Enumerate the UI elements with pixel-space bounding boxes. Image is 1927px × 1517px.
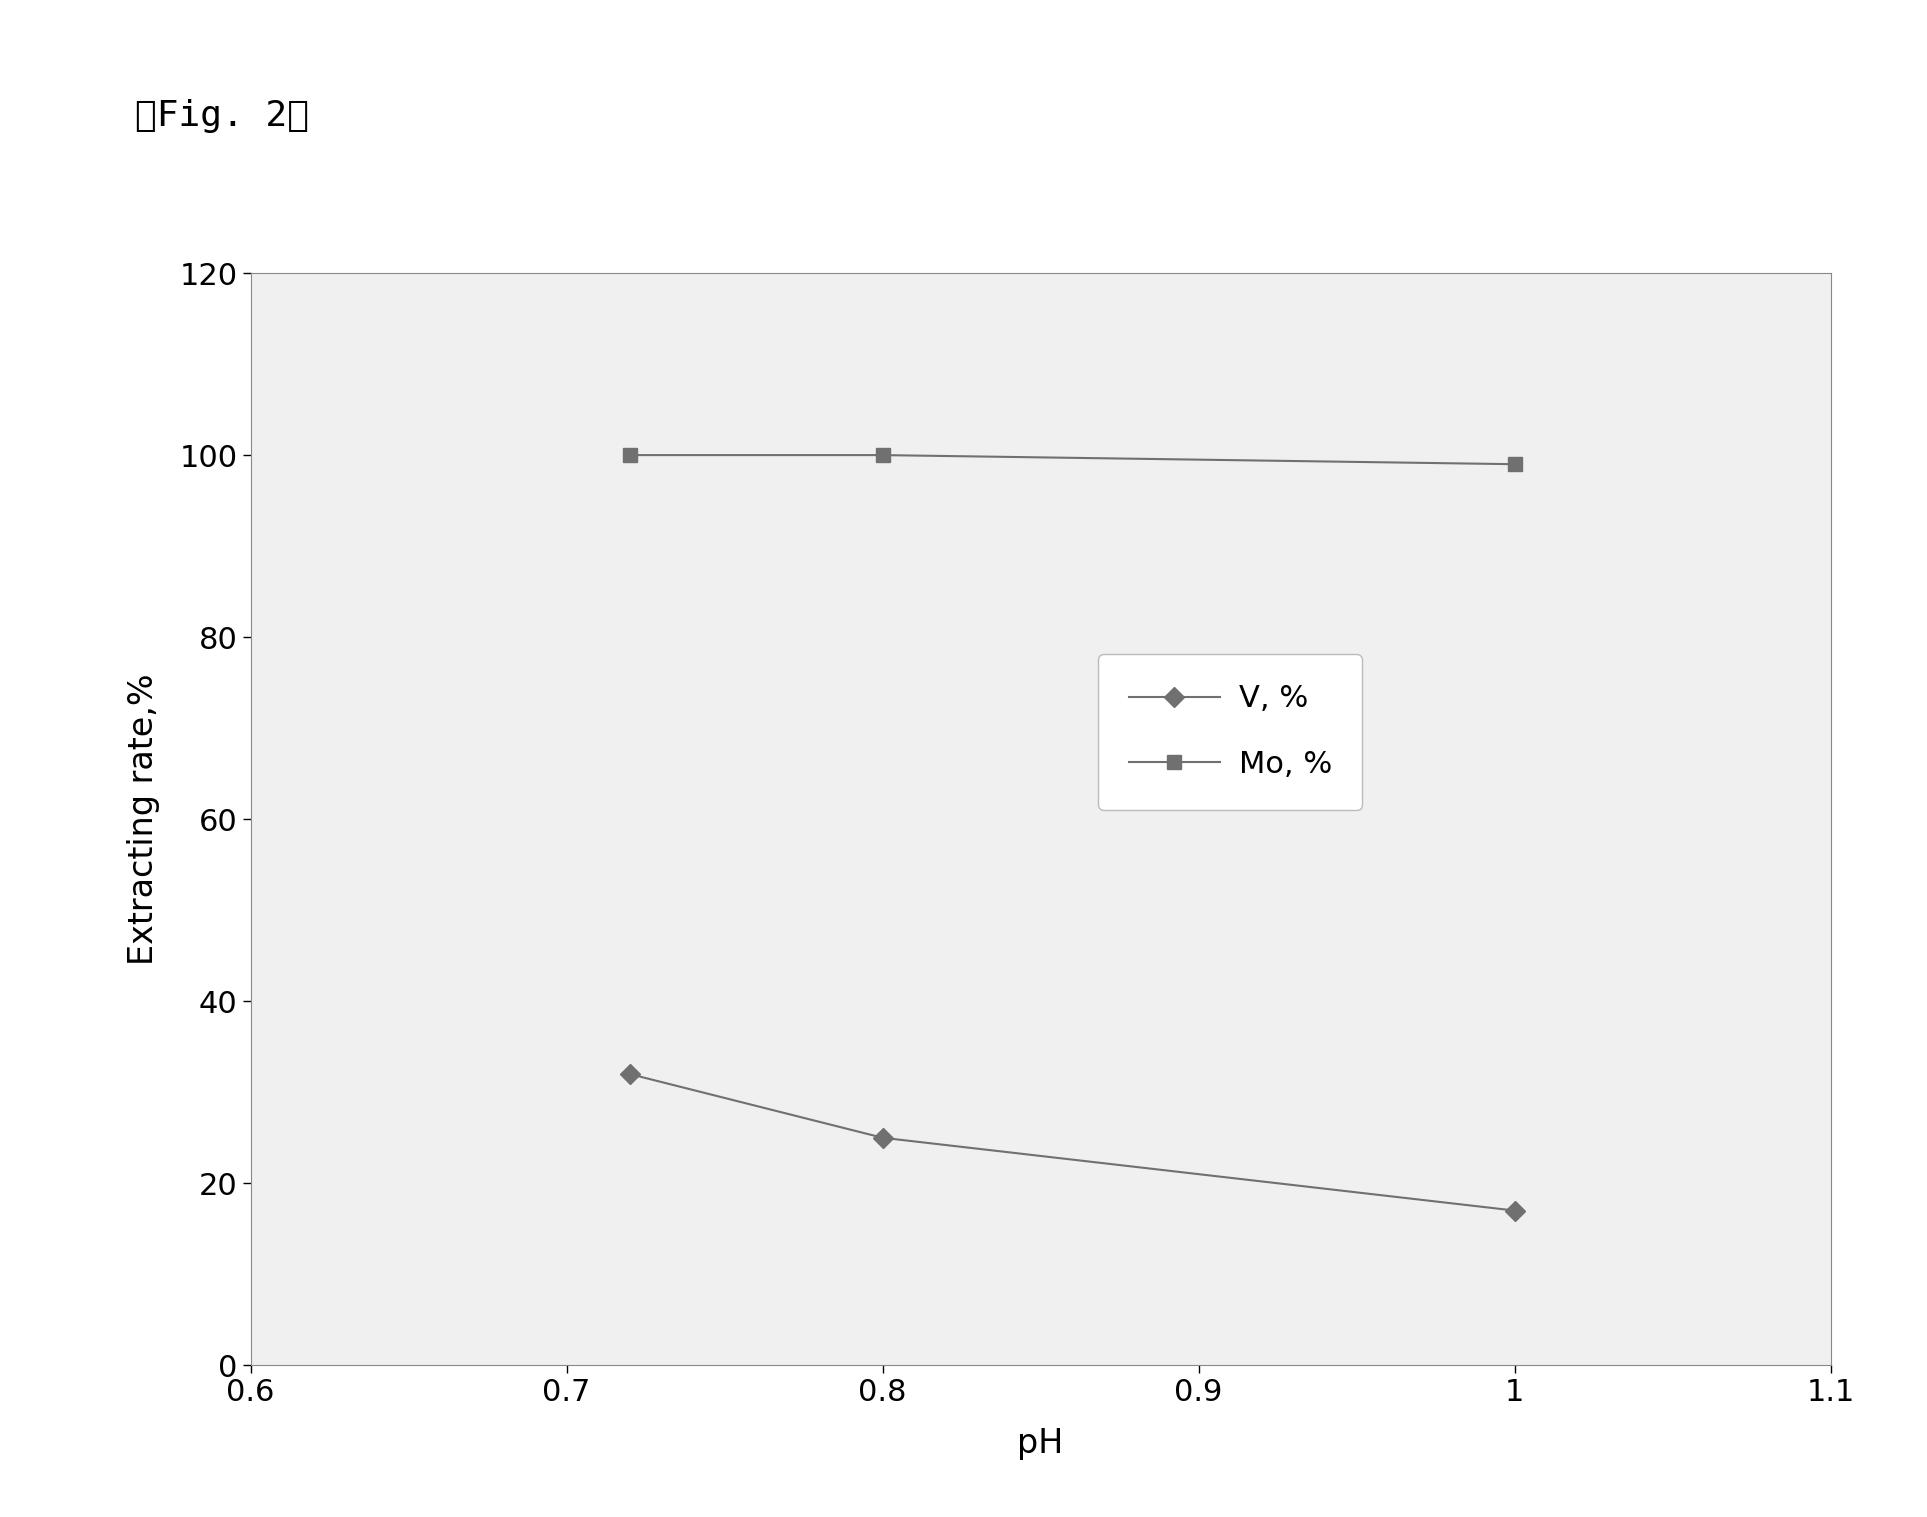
X-axis label: pH: pH [1017, 1427, 1064, 1459]
Mo, % [871, 446, 894, 464]
Y-axis label: Extracting rate,%: Extracting rate,% [127, 674, 160, 965]
V, % [871, 1129, 894, 1147]
Line: Mo, %: Mo, % [622, 448, 1522, 472]
Legend: V, %, Mo, %: V, %, Mo, % [1098, 654, 1362, 810]
Mo, % [1503, 455, 1526, 473]
V, % [619, 1065, 642, 1083]
Mo, % [619, 446, 642, 464]
V, % [1503, 1201, 1526, 1220]
Text: 【Fig. 2】: 【Fig. 2】 [135, 99, 308, 132]
Line: V, %: V, % [622, 1066, 1522, 1218]
